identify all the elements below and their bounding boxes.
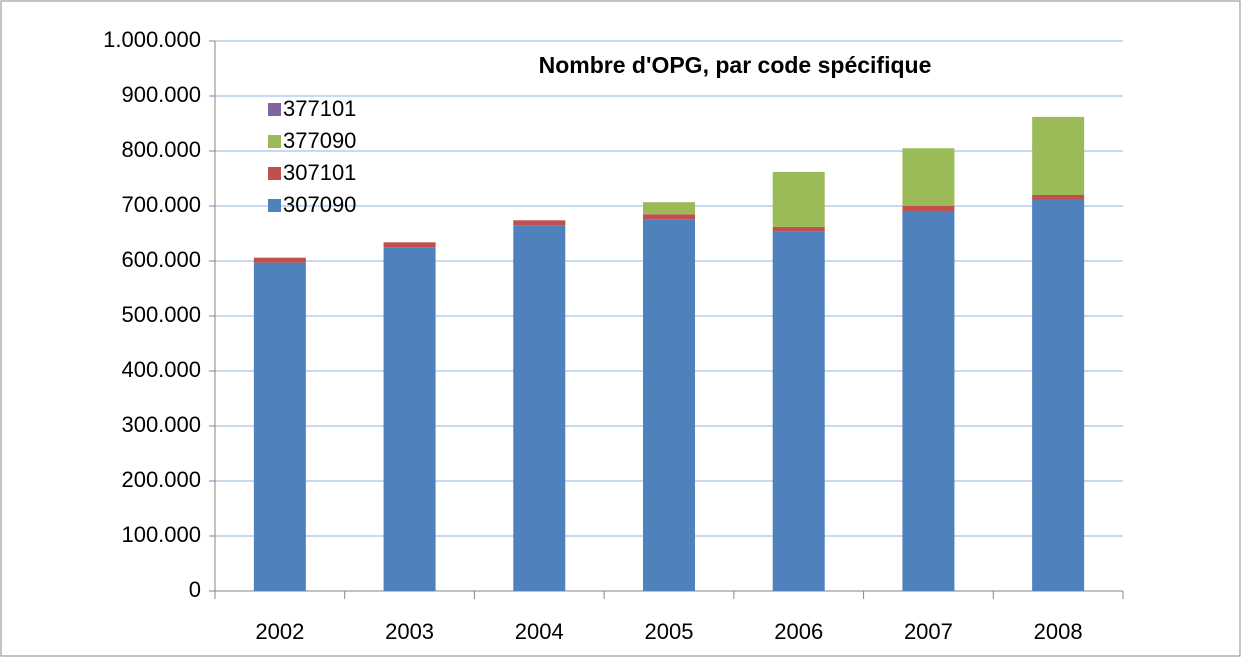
legend-label: 307101: [283, 160, 356, 185]
legend-label: 377101: [283, 96, 356, 121]
y-tick-label: 600.000: [121, 247, 201, 272]
bar-segment: [772, 171, 825, 227]
x-tick-label: 2007: [904, 619, 953, 644]
x-tick-label: 2006: [774, 619, 823, 644]
y-tick-label: 0: [189, 577, 201, 602]
legend-swatch: [268, 135, 281, 148]
y-tick-label: 200.000: [121, 467, 201, 492]
bar-segment: [1032, 116, 1085, 195]
bar-segment: [1032, 199, 1085, 591]
y-tick-label: 700.000: [121, 192, 201, 217]
bar-segment: [902, 148, 955, 206]
y-tick-label: 900.000: [121, 82, 201, 107]
x-tick-label: 2005: [645, 619, 694, 644]
x-tick-label: 2004: [515, 619, 564, 644]
legend-swatch: [268, 103, 281, 116]
bar-segment: [513, 225, 566, 591]
legend-swatch: [268, 167, 281, 180]
x-tick-label: 2008: [1034, 619, 1083, 644]
y-tick-label: 100.000: [121, 522, 201, 547]
bar-segment: [513, 220, 566, 226]
bar-segment: [902, 210, 955, 591]
x-tick-label: 2002: [255, 619, 304, 644]
y-tick-label: 500.000: [121, 302, 201, 327]
bar-segment: [902, 206, 955, 211]
bar-segment: [643, 202, 695, 215]
legend-swatch: [268, 199, 281, 212]
bar-segment: [643, 219, 695, 591]
y-tick-label: 300.000: [121, 412, 201, 437]
legend-label: 377090: [283, 128, 356, 153]
bar-segment: [772, 226, 825, 232]
y-tick-label: 1.000.000: [103, 27, 201, 52]
bar-segment: [383, 242, 436, 248]
y-tick-label: 800.000: [121, 137, 201, 162]
bar-segment: [1032, 195, 1085, 200]
legend-label: 307090: [283, 192, 356, 217]
bar-segment: [643, 214, 695, 220]
chart-title: Nombre d'OPG, par code spécifique: [539, 52, 932, 78]
x-tick-label: 2003: [385, 619, 434, 644]
bar-segment: [253, 262, 306, 591]
bar-segment: [253, 257, 306, 263]
bar-segment: [772, 231, 825, 591]
bar-segment: [383, 247, 436, 591]
y-tick-label: 400.000: [121, 357, 201, 382]
